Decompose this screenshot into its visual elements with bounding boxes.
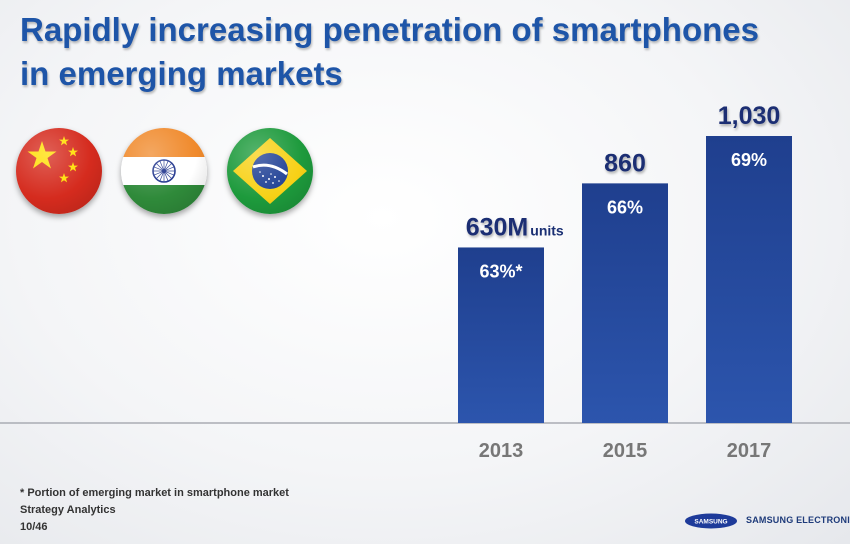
- value-label-2013: 630M: [466, 213, 529, 241]
- bar-2013: [458, 247, 544, 423]
- source-text: Strategy Analytics: [20, 504, 116, 516]
- bar-2015: [582, 183, 668, 423]
- share-label-2017: 69%: [731, 150, 767, 170]
- company-name: SAMSUNG ELECTRONICS: [746, 515, 850, 525]
- value-unit-label: units: [530, 222, 564, 238]
- footer: * Portion of emerging market in smartpho…: [20, 485, 289, 536]
- samsung-logo-icon: SAMSUNG: [684, 513, 738, 534]
- samsung-logo-wordmark: SAMSUNG: [694, 519, 727, 526]
- category-label-2013: 2013: [479, 440, 524, 462]
- slide-title-line-2: in emerging markets: [20, 55, 343, 92]
- share-label-2013: 63%*: [479, 261, 522, 281]
- brazil-flag-icon: [227, 128, 313, 214]
- category-label-2017: 2017: [727, 440, 772, 462]
- china-flag-icon: [16, 128, 102, 214]
- value-label-2017: 1,030: [718, 102, 781, 130]
- footnote: * Portion of emerging market in smartpho…: [20, 487, 289, 499]
- slide-title: Rapidly increasing penetration of smartp…: [20, 8, 830, 96]
- slide-title-line-1: Rapidly increasing penetration of smartp…: [20, 11, 759, 48]
- share-label-2015: 66%: [607, 197, 643, 217]
- value-label-2015: 860: [604, 149, 646, 177]
- bar-2017: [706, 136, 792, 423]
- category-label-2015: 2015: [603, 440, 648, 462]
- page-number: 10/46: [20, 521, 48, 533]
- india-flag-icon: [121, 128, 207, 214]
